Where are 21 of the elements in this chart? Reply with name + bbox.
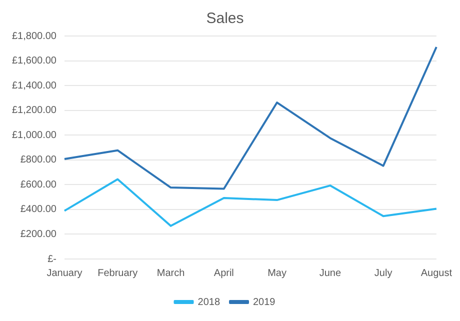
x-tick-label: July (374, 268, 392, 279)
x-tick-label: May (268, 268, 286, 279)
y-tick-label: £1,000.00 (12, 130, 57, 141)
y-tick-label: £1,200.00 (12, 105, 57, 116)
legend-label: 2018 (198, 296, 220, 308)
chart-title: Sales (206, 10, 244, 28)
y-tick-label: £200.00 (20, 228, 57, 240)
y-tick-label: £1,800.00 (12, 30, 57, 42)
x-tick-label: August (420, 268, 452, 279)
y-tick-label: £600.00 (20, 179, 57, 190)
legend-label: 2019 (253, 296, 276, 308)
x-tick-label: April (214, 268, 234, 279)
x-tick-label: June (319, 268, 342, 279)
x-tick-label: February (98, 268, 138, 279)
y-tick-label: £800.00 (20, 154, 57, 166)
y-tick-label: £1,600.00 (12, 56, 57, 67)
y-tick-label: £400.00 (20, 204, 57, 216)
x-tick-label: January (46, 268, 82, 279)
x-tick-label: March (156, 268, 185, 279)
y-tick-label: £- (48, 254, 56, 265)
y-tick-label: £1,400.00 (12, 80, 57, 92)
